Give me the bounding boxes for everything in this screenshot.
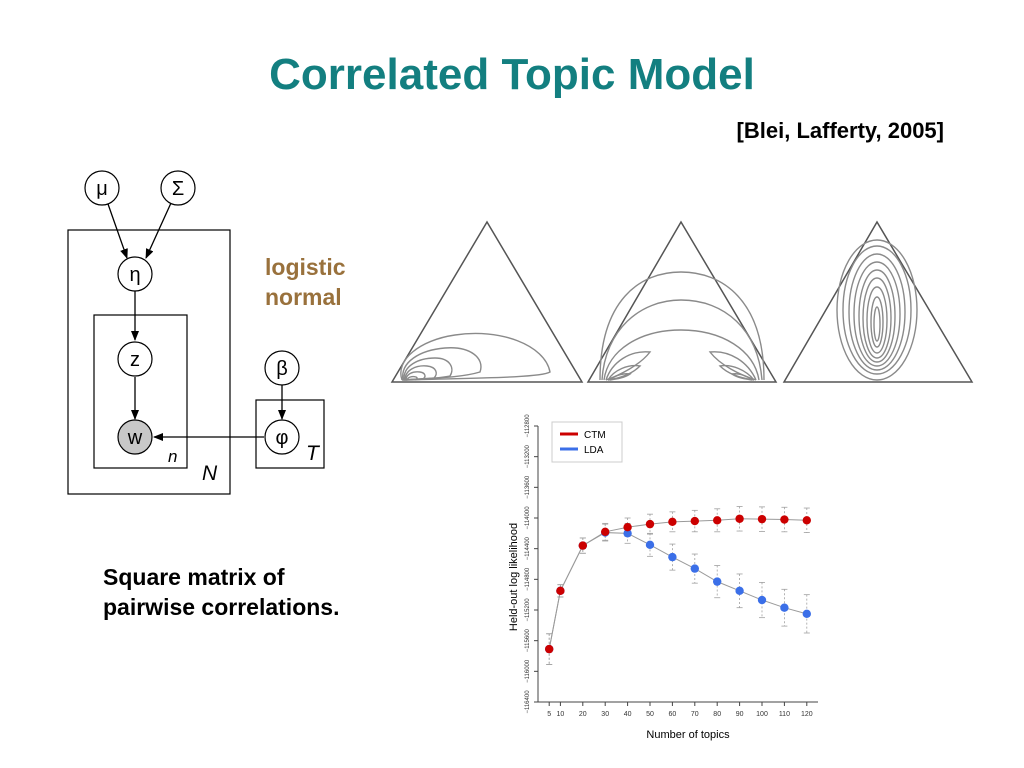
point-lda	[735, 586, 744, 596]
annotation-line-2: normal	[265, 284, 342, 310]
y-tick-label: −113600	[525, 475, 531, 499]
x-tick-label: 5	[547, 711, 551, 718]
y-tick-label: −115200	[525, 598, 531, 622]
node-eta	[117, 256, 153, 292]
simplex-contour-plots	[390, 220, 974, 383]
point-lda	[690, 564, 699, 573]
point-lda	[713, 577, 722, 586]
held-out-likelihood-chart: −116400 −116000 −115600 −115200 −114800 −1144…	[508, 414, 818, 741]
point-lda	[668, 552, 677, 562]
y-tick-label: −113200	[525, 444, 531, 468]
x-tick-label: 40	[624, 711, 632, 718]
x-tick-label: 20	[579, 711, 587, 718]
node-sigma	[160, 170, 196, 206]
chart-points	[545, 514, 811, 654]
chart-y-label: Held-out log likelihood	[508, 523, 520, 631]
plate-topics-label: T	[306, 442, 321, 465]
x-tick-label: 60	[669, 711, 677, 718]
y-tick-label: −116400	[525, 690, 531, 714]
node-mu	[84, 170, 120, 206]
point-ctm	[690, 516, 699, 526]
caption-line-1: Square matrix of	[103, 564, 285, 590]
point-ctm	[601, 527, 610, 536]
chart-series-lines	[548, 518, 807, 650]
point-ctm	[556, 586, 565, 596]
node-w-observed	[117, 419, 153, 455]
point-ctm	[735, 514, 744, 523]
point-ctm	[645, 519, 655, 529]
y-tick-label: −114800	[525, 567, 531, 591]
edge-mu-eta	[107, 203, 128, 259]
point-ctm	[545, 644, 554, 654]
point-ctm	[578, 541, 587, 550]
simplex-1	[390, 220, 584, 383]
plate-inner-label: n	[168, 447, 177, 466]
plate-outer	[67, 229, 231, 495]
point-ctm	[623, 523, 632, 532]
chart-x-ticks: 5 10 20 30 40 50 60 70 80 90 100 110 120	[547, 702, 813, 718]
edge-sigma-eta	[145, 202, 172, 259]
simplex-3	[782, 220, 974, 383]
legend-label-ctm: CTM	[584, 430, 606, 441]
y-tick-label: −114000	[525, 506, 531, 530]
series-line-ctm	[548, 518, 807, 650]
node-z	[117, 341, 153, 377]
series-line-lda	[548, 532, 807, 650]
logistic-normal-annotation: logistic normal	[265, 252, 346, 312]
point-lda	[645, 540, 655, 550]
point-lda	[802, 609, 811, 619]
graphical-model-diagram: μ Σ η z w β φ n N T	[67, 170, 325, 495]
chart-y-ticks: −116400 −116000 −115600 −115200 −114800 −1144…	[525, 414, 538, 714]
node-mu-label: μ	[96, 178, 108, 200]
point-ctm	[668, 517, 677, 527]
x-tick-label: 50	[646, 711, 654, 718]
caption-line-2: pairwise correlations.	[103, 594, 340, 620]
correlation-caption: Square matrix of pairwise correlations.	[103, 562, 339, 622]
x-tick-label: 120	[801, 711, 813, 718]
y-tick-label: −115600	[525, 628, 531, 652]
simplex-2	[586, 220, 778, 383]
x-tick-label: 110	[779, 711, 790, 718]
chart-error-bars	[546, 506, 810, 665]
plate-outer-label: N	[202, 462, 218, 485]
node-eta-label: η	[129, 264, 140, 286]
plate-inner	[93, 314, 188, 469]
annotation-line-1: logistic	[265, 254, 346, 280]
node-phi-label: φ	[276, 427, 289, 449]
chart-frame	[537, 426, 818, 703]
chart-legend: CTM LDA	[551, 421, 623, 463]
node-z-label: z	[130, 349, 140, 371]
point-ctm	[757, 514, 767, 524]
legend-label-lda: LDA	[584, 445, 604, 456]
point-lda	[757, 595, 767, 605]
node-beta	[264, 350, 300, 386]
point-lda	[623, 529, 632, 538]
x-tick-label: 90	[736, 711, 744, 718]
node-beta-label: β	[276, 358, 288, 380]
node-phi	[264, 419, 300, 455]
x-tick-label: 30	[601, 711, 609, 718]
point-ctm	[780, 515, 789, 524]
y-tick-label: −114400	[525, 536, 531, 560]
point-lda	[780, 603, 789, 612]
y-tick-label: −116000	[525, 659, 531, 683]
y-tick-label: −112800	[525, 414, 531, 438]
chart-x-label: Number of topics	[646, 729, 730, 741]
slide-title: Correlated Topic Model	[269, 50, 755, 99]
x-tick-label: 80	[713, 711, 721, 718]
node-sigma-label: Σ	[172, 178, 184, 200]
node-w-label: w	[127, 427, 143, 449]
point-ctm	[713, 516, 722, 525]
x-tick-label: 70	[691, 711, 699, 718]
x-tick-label: 100	[756, 711, 768, 718]
plate-topics	[255, 399, 325, 469]
citation: [Blei, Lafferty, 2005]	[736, 118, 944, 143]
x-tick-label: 10	[557, 711, 565, 718]
point-ctm	[802, 516, 811, 525]
